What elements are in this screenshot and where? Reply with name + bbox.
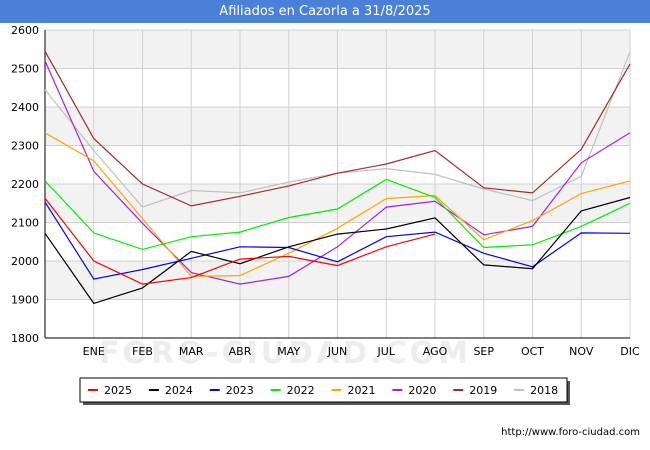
x-tick-label: MAR [179, 345, 204, 358]
series-line-2023 [44, 201, 631, 280]
x-tick-labels: ENE FEB MAR ABR MAY JUN JUL AGO SEP OCT NOV DIC [83, 345, 640, 358]
y-tick-label: 2300 [11, 140, 39, 153]
x-tick-label: ENE [83, 345, 105, 358]
legend-label-2024: 2024 [165, 384, 193, 397]
x-tick-label: JUL [377, 345, 396, 358]
series-line-2025 [44, 197, 436, 285]
legend: 2025 2024 2023 2022 2021 2020 2019 2018 [79, 377, 570, 405]
series-line-2022 [44, 178, 631, 251]
y-tick-label: 1800 [11, 332, 39, 345]
series-lines [44, 50, 631, 305]
series-line-2019 [44, 50, 631, 207]
legend-label-2020: 2020 [408, 384, 436, 397]
legend-label-2018: 2018 [530, 384, 558, 397]
series-line-2021 [44, 132, 631, 278]
x-tick-label: DIC [620, 345, 640, 358]
legend-box [79, 377, 568, 403]
grid-lines [45, 29, 631, 339]
legend-label-2021: 2021 [348, 384, 376, 397]
watermark: FORO-CIUDAD.COM [99, 336, 471, 371]
x-tick-label: ABR [229, 345, 252, 358]
x-tick-label: FEB [132, 345, 153, 358]
watermark-text: FORO-CIUDAD.COM [99, 336, 471, 371]
series-line-2020 [44, 60, 631, 285]
legend-label-2019: 2019 [469, 384, 497, 397]
chart-title: Afiliados en Cazorla a 31/8/2025 [219, 4, 431, 19]
y-tick-label: 2600 [11, 24, 39, 37]
x-tick-label: MAY [277, 345, 300, 358]
y-tick-label: 2000 [11, 255, 39, 268]
y-tick-label: 1900 [11, 294, 39, 307]
y-tick-label: 2100 [11, 217, 39, 230]
legend-label-2023: 2023 [226, 384, 254, 397]
x-tick-label: JUN [327, 345, 348, 358]
x-tick-label: SEP [473, 345, 494, 358]
y-tick-label: 2400 [11, 101, 39, 114]
series-line-2024 [44, 196, 631, 305]
legend-label-2022: 2022 [287, 384, 315, 397]
axes [44, 30, 630, 339]
x-tick-label: OCT [521, 345, 544, 358]
legend-label-2025: 2025 [104, 384, 132, 397]
x-tick-label: AGO [423, 345, 448, 358]
y-tick-label: 2200 [11, 178, 39, 191]
y-tick-label: 2500 [11, 63, 39, 76]
y-tick-labels: 1800 1900 2000 2100 2200 2300 2400 2500 2600 [11, 24, 39, 345]
source-url: http://www.foro-ciudad.com [501, 427, 640, 438]
x-tick-label: NOV [569, 345, 594, 358]
title-bar: Afiliados en Cazorla a 31/8/2025 [0, 0, 650, 23]
